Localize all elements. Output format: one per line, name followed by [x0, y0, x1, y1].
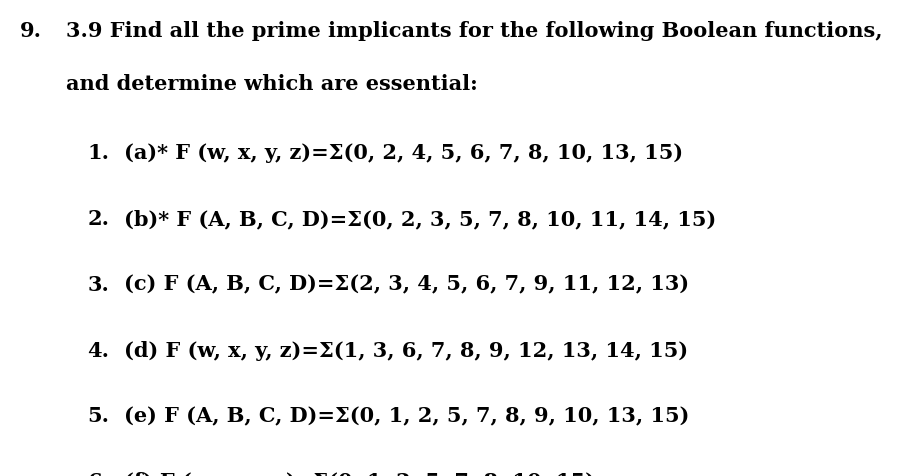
Text: 3.: 3.: [87, 274, 109, 294]
Text: 4.: 4.: [87, 340, 109, 360]
Text: (c) F (A, B, C, D)=Σ(2, 3, 4, 5, 6, 7, 9, 11, 12, 13): (c) F (A, B, C, D)=Σ(2, 3, 4, 5, 6, 7, 9…: [124, 274, 688, 294]
Text: (e) F (A, B, C, D)=Σ(0, 1, 2, 5, 7, 8, 9, 10, 13, 15): (e) F (A, B, C, D)=Σ(0, 1, 2, 5, 7, 8, 9…: [124, 406, 689, 426]
Text: and determine which are essential:: and determine which are essential:: [66, 74, 478, 94]
Text: 1.: 1.: [87, 143, 109, 163]
Text: 5.: 5.: [87, 406, 109, 426]
Text: (f) F (w, x, y, z)=Σ(0, 1, 2, 5, 7, 8, 10, 15): (f) F (w, x, y, z)=Σ(0, 1, 2, 5, 7, 8, 1…: [124, 471, 595, 476]
Text: 9.: 9.: [20, 21, 42, 41]
Text: 2.: 2.: [87, 208, 109, 228]
Text: (d) F (w, x, y, z)=Σ(1, 3, 6, 7, 8, 9, 12, 13, 14, 15): (d) F (w, x, y, z)=Σ(1, 3, 6, 7, 8, 9, 1…: [124, 340, 687, 360]
Text: (b)* F (A, B, C, D)=Σ(0, 2, 3, 5, 7, 8, 10, 11, 14, 15): (b)* F (A, B, C, D)=Σ(0, 2, 3, 5, 7, 8, …: [124, 208, 716, 228]
Text: 6.: 6.: [87, 471, 109, 476]
Text: 3.9 Find all the prime implicants for the following Boolean functions,: 3.9 Find all the prime implicants for th…: [66, 21, 882, 41]
Text: (a)* F (w, x, y, z)=Σ(0, 2, 4, 5, 6, 7, 8, 10, 13, 15): (a)* F (w, x, y, z)=Σ(0, 2, 4, 5, 6, 7, …: [124, 143, 683, 163]
